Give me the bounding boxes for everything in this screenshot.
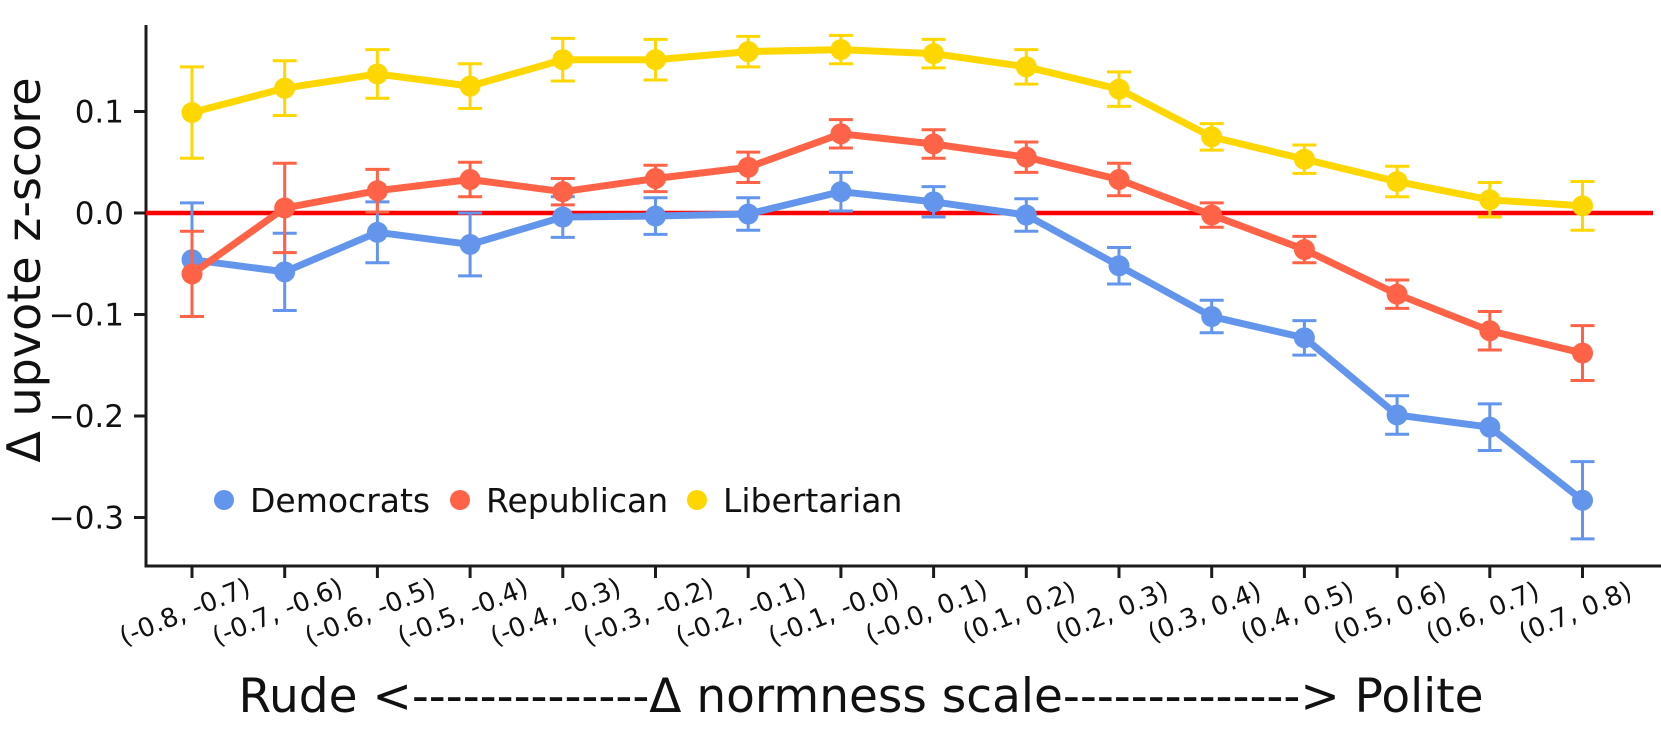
data-point <box>1015 56 1037 78</box>
y-tick-label: −0.2 <box>49 399 124 435</box>
data-point <box>645 49 666 71</box>
plot-area <box>180 33 1595 541</box>
data-point <box>1015 204 1037 226</box>
data-point <box>366 180 388 202</box>
series-democrats <box>180 170 1595 541</box>
data-point <box>1293 148 1315 170</box>
data-point <box>923 191 945 213</box>
data-point <box>923 133 945 155</box>
data-point <box>1108 169 1130 191</box>
data-point <box>645 205 666 227</box>
legend-item-democrats: Democrats <box>214 481 430 520</box>
data-point <box>459 75 481 97</box>
data-point <box>1293 327 1315 349</box>
data-point <box>181 102 203 124</box>
legend-marker <box>214 490 234 510</box>
data-point <box>552 181 574 203</box>
data-point <box>274 261 296 283</box>
data-point <box>1479 320 1501 342</box>
series-line-democrats <box>188 188 1586 504</box>
data-point <box>459 233 481 255</box>
data-point <box>552 49 574 71</box>
data-point <box>1386 283 1408 305</box>
data-point <box>1015 146 1037 168</box>
axes: 0.10.0−0.1−0.2−0.3(-0.8, -0.7)(-0.7, -0.… <box>49 25 1661 652</box>
legend: Democrats Republican Libertarian <box>214 481 902 520</box>
data-point <box>1386 404 1408 426</box>
data-point <box>1479 189 1501 211</box>
legend-label: Republican <box>486 481 668 520</box>
y-tick-label: −0.3 <box>49 501 124 537</box>
data-point <box>1572 195 1593 217</box>
data-point <box>737 41 759 63</box>
data-point <box>1293 239 1315 261</box>
series-line-republican <box>188 130 1586 357</box>
data-point <box>181 263 203 285</box>
data-point <box>459 169 481 191</box>
data-point <box>1572 342 1593 364</box>
data-point <box>737 203 759 225</box>
y-tick-label: −0.1 <box>49 298 124 334</box>
data-point <box>645 167 666 189</box>
legend-marker <box>687 490 707 510</box>
y-axis-label: Δ upvote z-score <box>0 77 51 462</box>
data-point <box>274 197 296 219</box>
series-line-libertarian <box>188 46 1586 210</box>
series-republican <box>180 118 1595 382</box>
data-point <box>1201 204 1223 226</box>
data-point <box>1201 306 1223 328</box>
y-tick-label: 0.0 <box>75 196 124 232</box>
data-point <box>1386 171 1408 193</box>
data-point <box>923 43 945 65</box>
data-point <box>1201 126 1223 148</box>
data-point <box>1572 489 1593 511</box>
data-point <box>274 77 296 99</box>
data-point <box>830 181 852 203</box>
data-point <box>737 156 759 178</box>
series-libertarian <box>180 33 1595 232</box>
legend-item-libertarian: Libertarian <box>687 481 902 520</box>
legend-item-republican: Republican <box>450 481 668 520</box>
data-point <box>830 39 852 61</box>
x-axis-label: Rude <--------------Δ normness scale----… <box>238 669 1483 724</box>
data-point <box>1108 78 1130 100</box>
data-point <box>366 221 388 243</box>
data-point <box>552 206 574 228</box>
data-point <box>830 123 852 145</box>
legend-label: Democrats <box>250 481 430 520</box>
data-point <box>1479 416 1501 438</box>
y-tick-label: 0.1 <box>75 95 124 131</box>
legend-marker <box>450 490 470 510</box>
data-point <box>366 63 388 85</box>
legend-label: Libertarian <box>723 481 902 520</box>
data-point <box>1108 255 1130 277</box>
